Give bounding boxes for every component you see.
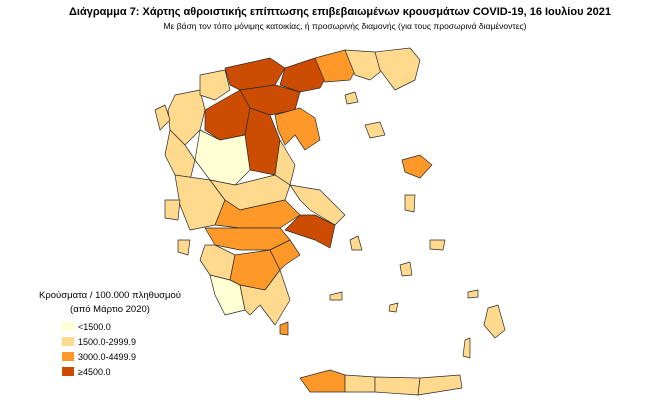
region: [274, 107, 321, 151]
legend-subtitle: (από Μάρτιο 2020): [70, 304, 150, 315]
region: [374, 376, 421, 396]
region: [404, 194, 416, 213]
greece-map: [154, 47, 506, 396]
region: [329, 291, 343, 301]
legend-title: Κρούσματα / 100.000 πληθυσμού: [39, 290, 181, 301]
region: [399, 261, 413, 277]
region: [344, 91, 359, 105]
region: [244, 107, 281, 176]
region: [483, 304, 506, 339]
region: [299, 369, 346, 393]
title: Διάγραμμα 7: Χάρτης αθροιστικής επίπτωση…: [69, 6, 611, 18]
region: [279, 321, 289, 336]
legend-swatch: [62, 322, 74, 331]
legend-swatch: [62, 337, 74, 346]
region: [269, 239, 301, 271]
legend: Κρούσματα / 100.000 πληθυσμού (από Μάρτι…: [39, 290, 181, 377]
legend-swatch: [62, 352, 74, 361]
subtitle: Με βάση τον τόπο μόνιμης κατοικίας, ή πρ…: [164, 21, 527, 31]
region: [401, 154, 433, 179]
region: [177, 239, 191, 256]
region: [344, 374, 376, 393]
region: [199, 244, 236, 281]
region: [199, 69, 231, 101]
region: [429, 239, 446, 251]
legend-label: 1500.0-2999.9: [78, 337, 136, 347]
region: [349, 235, 363, 251]
region: [364, 121, 386, 139]
legend-swatch: [62, 367, 74, 376]
legend-label: <1500.0: [78, 322, 111, 332]
region: [154, 104, 171, 131]
region: [164, 199, 181, 221]
region: [344, 49, 386, 81]
region: [374, 47, 421, 91]
region: [239, 269, 291, 326]
region: [284, 214, 336, 249]
region: [462, 337, 471, 359]
region: [214, 199, 301, 229]
region: [194, 129, 251, 186]
region: [467, 289, 479, 299]
region: [388, 302, 399, 313]
region: [417, 374, 463, 396]
legend-label: ≥4500.0: [78, 367, 110, 377]
legend-label: 3000.0-4499.9: [78, 352, 136, 362]
